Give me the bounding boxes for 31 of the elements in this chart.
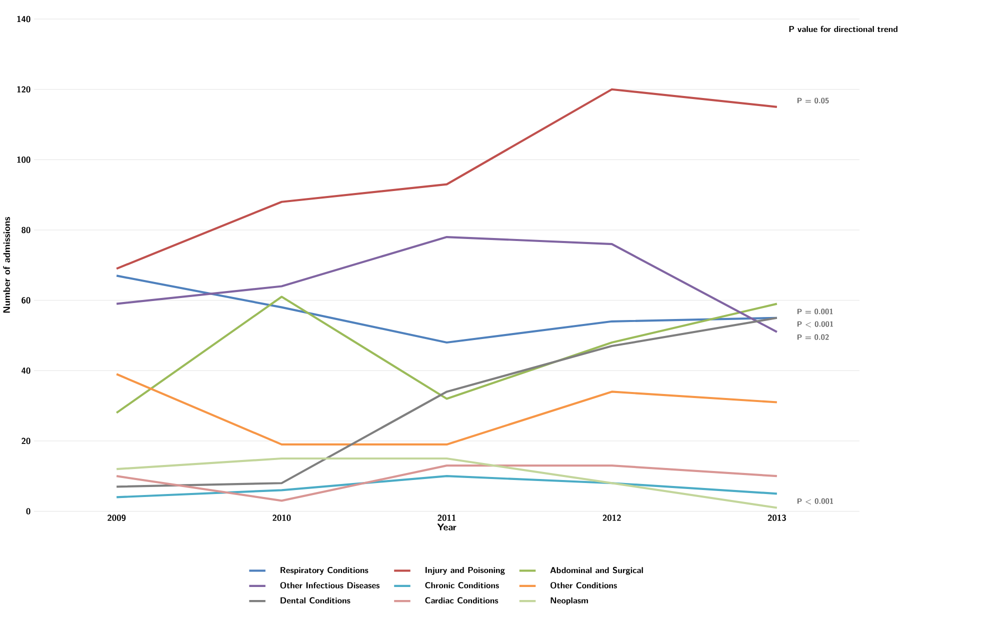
x-tick-label: 2009	[108, 514, 126, 522]
y-tick-label: 40	[22, 368, 30, 374]
y-tick-label: 80	[22, 226, 30, 234]
x-tick-label: 2013	[768, 514, 786, 522]
line-series	[116, 88, 778, 270]
legend-label: Cardiac Conditions	[425, 597, 498, 604]
legend-label: Chronic Conditions	[425, 582, 499, 588]
x-tick-label: 2010	[272, 514, 291, 522]
line-series	[116, 316, 778, 488]
legend-label: Abdominal and Surgical	[550, 567, 643, 575]
legend-label: Other Infectious Diseases	[280, 582, 380, 589]
y-tick-label: 140	[17, 16, 30, 22]
legend-label: Other Conditions	[550, 582, 617, 589]
y-tick-label: 20	[22, 438, 30, 444]
y-tick-label: 0	[26, 508, 30, 515]
x-axis-title: Year	[437, 524, 456, 531]
line-series	[116, 373, 778, 446]
annotation: P value for directional trend	[789, 26, 898, 32]
legend-label: Respiratory Conditions	[280, 567, 368, 575]
y-tick-label: 100	[17, 156, 30, 163]
line-series	[116, 475, 778, 498]
legend-label: Dental Conditions	[280, 597, 350, 604]
x-tick-label: 2011	[438, 514, 456, 522]
line-series	[116, 236, 778, 334]
y-axis-title: Number of admissions	[3, 217, 10, 313]
line-series	[116, 296, 778, 414]
x-tick-label: 2012	[602, 514, 621, 522]
y-tick-label: 60	[22, 297, 30, 304]
y-tick-label: 120	[17, 86, 30, 93]
legend-label: Neoplasm	[550, 597, 588, 606]
legend-label: Injury and Poisoning	[426, 567, 505, 575]
